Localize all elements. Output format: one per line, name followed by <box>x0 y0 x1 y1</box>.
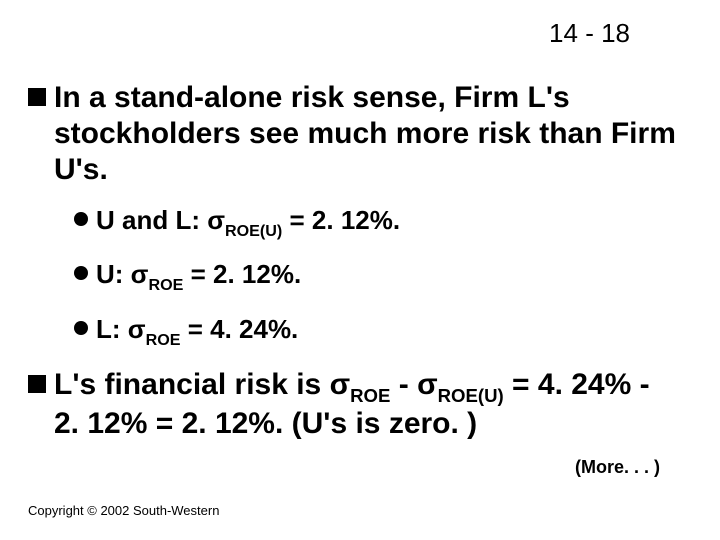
sub3-post: = 4. 24%. <box>180 314 298 344</box>
sub1-post: = 2. 12%. <box>282 205 400 235</box>
sub-bullet-1: U and L: σROE(U) = 2. 12%. <box>74 204 680 240</box>
bullet-main-2-text: L's financial risk is σROE - σROE(U) = 4… <box>54 367 680 442</box>
sub3-pre: L: σ <box>96 314 146 344</box>
slide-content: In a stand-alone risk sense, Firm L's st… <box>28 80 680 456</box>
sub1-pre: U and L: σ <box>96 205 225 235</box>
main2-sub2: ROE(U) <box>438 385 504 406</box>
main2-b: - σ <box>390 368 437 401</box>
sub2-post: = 2. 12%. <box>183 259 301 289</box>
main2-sub1: ROE <box>350 385 390 406</box>
disc-bullet-icon <box>74 212 88 226</box>
bullet-main-1-text: In a stand-alone risk sense, Firm L's st… <box>54 80 680 188</box>
bullet-main-1: In a stand-alone risk sense, Firm L's st… <box>28 80 680 188</box>
sub2-subscript: ROE <box>148 276 183 294</box>
bullet-main-2: L's financial risk is σROE - σROE(U) = 4… <box>28 367 680 442</box>
page-number: 14 - 18 <box>549 18 630 49</box>
disc-bullet-icon <box>74 266 88 280</box>
sub-bullet-2: U: σROE = 2. 12%. <box>74 258 680 294</box>
more-indicator: (More. . . ) <box>575 457 660 478</box>
disc-bullet-icon <box>74 321 88 335</box>
sub-bullet-3-text: L: σROE = 4. 24%. <box>96 313 298 349</box>
sub3-subscript: ROE <box>146 331 181 349</box>
main2-a: L's financial risk is σ <box>54 368 350 401</box>
sub-bullet-list: U and L: σROE(U) = 2. 12%. U: σROE = 2. … <box>74 204 680 349</box>
square-bullet-icon <box>28 375 46 393</box>
sub-bullet-2-text: U: σROE = 2. 12%. <box>96 258 301 294</box>
slide: 14 - 18 In a stand-alone risk sense, Fir… <box>0 0 720 540</box>
copyright-text: Copyright © 2002 South-Western <box>28 503 219 518</box>
square-bullet-icon <box>28 88 46 106</box>
sub-bullet-1-text: U and L: σROE(U) = 2. 12%. <box>96 204 400 240</box>
sub2-pre: U: σ <box>96 259 148 289</box>
sub-bullet-3: L: σROE = 4. 24%. <box>74 313 680 349</box>
sub1-subscript: ROE(U) <box>225 222 282 240</box>
